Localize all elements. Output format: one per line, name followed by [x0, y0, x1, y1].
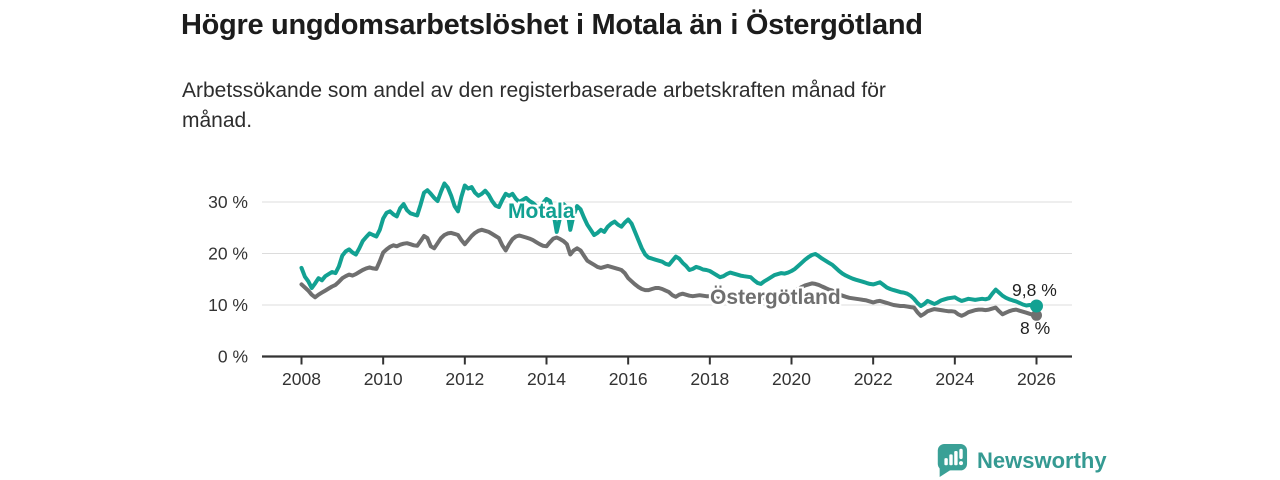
motala-series-label: Motala	[508, 200, 575, 223]
ostergotland-end-dot	[1030, 309, 1042, 321]
chart-title: Högre ungdomsarbetslöshet i Motala än i …	[181, 9, 923, 41]
ostergotland-end-value-label: 8 %	[1020, 318, 1051, 338]
newsworthy-brand-text: Newsworthy	[977, 447, 1107, 473]
x-axis-tick-label: 2014	[527, 369, 566, 389]
newsworthy-brand-link[interactable]: Newsworthy	[934, 443, 1107, 478]
newsworthy-logo-icon	[934, 443, 968, 478]
x-axis-tick-label: 2020	[772, 369, 811, 389]
y-axis-tick-label: 10 %	[208, 295, 248, 315]
x-axis-tick-label: 2016	[609, 369, 648, 389]
ostergotland-series-label: Östergötland	[710, 286, 841, 309]
x-axis-tick-label: 2026	[1017, 369, 1056, 389]
x-axis-tick-label: 2012	[445, 369, 484, 389]
x-axis-tick-label: 2022	[854, 369, 893, 389]
x-axis-tick-label: 2008	[282, 369, 321, 389]
ostergotland-line	[299, 227, 1039, 318]
x-axis-tick-label: 2010	[364, 369, 403, 389]
motala-end-dot	[1029, 299, 1043, 313]
chart-subtitle: Arbetssökande som andel av den registerb…	[182, 76, 886, 136]
chart-subtitle-line-2: månad.	[182, 109, 253, 132]
chart-subtitle-line-1: Arbetssökande som andel av den registerb…	[182, 79, 886, 102]
motala-end-value-label: 9,8 %	[1012, 280, 1057, 300]
y-axis-tick-label: 20 %	[208, 244, 248, 264]
motala-line	[299, 181, 1039, 308]
y-axis-tick-label: 30 %	[208, 192, 248, 212]
x-axis-tick-label: 2018	[690, 369, 729, 389]
y-axis-tick-label: 0 %	[218, 347, 248, 367]
x-axis-tick-label: 2024	[935, 369, 974, 389]
